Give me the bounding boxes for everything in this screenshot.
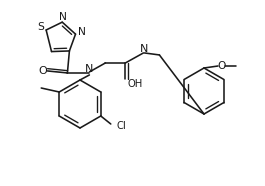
Text: N: N bbox=[78, 27, 85, 37]
Text: O: O bbox=[218, 61, 226, 71]
Text: O: O bbox=[38, 66, 47, 76]
Text: Cl: Cl bbox=[117, 121, 126, 131]
Text: N: N bbox=[59, 12, 67, 22]
Text: S: S bbox=[38, 22, 45, 32]
Text: N: N bbox=[140, 44, 149, 54]
Text: OH: OH bbox=[127, 79, 143, 89]
Text: N: N bbox=[85, 64, 94, 74]
